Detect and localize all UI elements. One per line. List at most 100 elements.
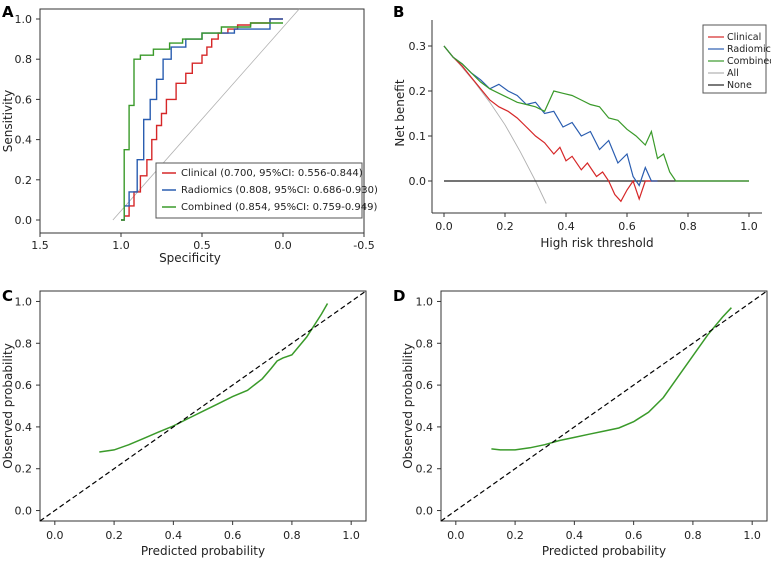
calibration-c-x-tick-label: 0.2	[105, 529, 123, 542]
dca-x-ticks: 0.0 0.2 0.4 0.6 0.8 1.0	[435, 213, 758, 233]
dca-legend-box	[702, 24, 767, 94]
calibration-c-y-tick-label: 1.0	[15, 295, 33, 308]
roc-y-tick-label: 0.0	[15, 214, 33, 227]
dca-x-tick-label: 0.2	[496, 220, 514, 233]
roc-y-tick-label: 0.8	[15, 53, 33, 66]
dca-y-ticks: 0.0 0.1 0.2 0.3	[409, 40, 432, 188]
dca-curves	[443, 45, 749, 204]
calibration-c-calibration-line	[99, 303, 329, 453]
calibration-d-y-tick-label: 0.6	[416, 379, 434, 392]
calibration-d-x-ticks: 0.0 0.2 0.4 0.6 0.8 1.0	[447, 521, 761, 542]
calibration-c-y-tick-label: 0.4	[15, 421, 33, 434]
calibration-d-plot-frame	[440, 290, 768, 522]
calibration-d-x-tick-label: 0.0	[447, 529, 465, 542]
roc-panel: 1.5 1.0 0.5 0.0 -0.5 0.0 0.2 0.4 0.6 0.8 1.0 Spec…	[1, 8, 378, 265]
dca-legend-all: All	[727, 68, 739, 79]
roc-x-axis-label: Specificity	[159, 251, 221, 265]
roc-curve-combined	[121, 22, 283, 221]
dca-legend-none: None	[727, 80, 752, 91]
roc-x-tick-label: 0.0	[274, 239, 292, 252]
dca-x-tick-label: 0.6	[618, 220, 636, 233]
dca-curve-all	[443, 45, 547, 204]
calibration-c-x-tick-label: 1.0	[342, 529, 360, 542]
roc-y-tick-label: 0.6	[15, 93, 33, 106]
roc-x-tick-label: 1.5	[31, 239, 49, 252]
calibration-d-calibration-line	[491, 307, 732, 451]
dca-legend-clinical: Clinical	[727, 32, 761, 43]
dca-x-tick-label: 1.0	[740, 220, 758, 233]
calibration-c-x-tick-label: 0.4	[165, 529, 183, 542]
panel-label-b: B	[393, 3, 404, 21]
calibration-c-y-ticks: 0.0 0.2 0.4 0.6 0.8 1.0	[15, 295, 40, 518]
dca-y-tick-label: 0.1	[409, 130, 427, 143]
roc-x-tick-label: 1.0	[112, 239, 130, 252]
calibration-d-curves	[440, 290, 768, 522]
dca-panel: 0.0 0.2 0.4 0.6 0.8 1.0 0.0 0.1 0.2 0.3 High ris…	[393, 20, 771, 250]
dca-y-tick-label: 0.3	[409, 40, 427, 53]
calibration-c-y-tick-label: 0.8	[15, 337, 33, 350]
calibration-d-y-tick-label: 0.8	[416, 337, 434, 350]
calibration-c-y-axis-label: Observed probability	[1, 343, 15, 469]
dca-curve-radiomics	[443, 45, 658, 187]
roc-y-tick-label: 0.4	[15, 134, 33, 147]
dca-x-tick-label: 0.4	[557, 220, 575, 233]
calibration-d-y-tick-label: 0.4	[416, 421, 434, 434]
calibration-c-x-tick-label: 0.6	[224, 529, 242, 542]
dca-x-tick-label: 0.8	[679, 220, 697, 233]
calibration-d-x-axis-label: Predicted probability	[542, 544, 666, 558]
calibration-d-x-tick-label: 0.6	[625, 529, 643, 542]
calibration-d-x-tick-label: 0.8	[684, 529, 702, 542]
calibration-d-y-axis-label: Observed probability	[401, 343, 415, 469]
roc-legend: Clinical (0.700, 95%CI: 0.556-0.844) Rad…	[155, 162, 378, 219]
calibration-d-y-ticks: 0.0 0.2 0.4 0.6 0.8 1.0	[416, 295, 441, 518]
dca-x-axis-label: High risk threshold	[540, 236, 653, 250]
calibration-c-y-tick-label: 0.2	[15, 463, 33, 476]
calibration-d-ideal-line	[440, 290, 768, 522]
calibration-d-y-tick-label: 1.0	[416, 295, 434, 308]
calibration-d-x-tick-label: 0.2	[506, 529, 524, 542]
dca-y-tick-label: 0.0	[409, 175, 427, 188]
calibration-c-y-tick-label: 0.0	[15, 505, 33, 518]
roc-y-axis-label: Sensitivity	[1, 90, 15, 152]
calibration-c-x-axis-label: Predicted probability	[141, 544, 265, 558]
roc-legend-clinical: Clinical (0.700, 95%CI: 0.556-0.844)	[181, 168, 363, 179]
roc-y-ticks: 0.0 0.2 0.4 0.6 0.8 1.0	[15, 13, 40, 227]
calibration-d-x-tick-label: 1.0	[743, 529, 761, 542]
calibration-c-ideal-line	[39, 290, 367, 522]
dca-curve-combined	[443, 45, 749, 182]
roc-curve-radiomics	[121, 18, 283, 221]
calibration-d-y-tick-label: 0.0	[416, 505, 434, 518]
roc-curve-clinical	[121, 18, 283, 221]
panel-label-a: A	[2, 3, 14, 21]
roc-x-tick-label: -0.5	[353, 239, 374, 252]
dca-x-tick-label: 0.0	[435, 220, 453, 233]
roc-legend-radiomics: Radiomics (0.808, 95%CI: 0.686-0.930)	[181, 185, 378, 196]
calibration-c-x-ticks: 0.0 0.2 0.4 0.6 0.8 1.0	[46, 521, 360, 542]
calibration-c-curves	[39, 290, 367, 522]
dca-y-tick-label: 0.2	[409, 85, 427, 98]
roc-reference-diagonal	[112, 8, 300, 221]
roc-legend-box	[155, 162, 363, 219]
roc-x-ticks: 1.5 1.0 0.5 0.0 -0.5	[31, 233, 375, 252]
dca-y-axis-label: Net benefit	[393, 79, 407, 146]
calibration-c-x-tick-label: 0.0	[46, 529, 64, 542]
panel-label-d: D	[393, 287, 405, 305]
calibration-panel-d: 0.0 0.2 0.4 0.6 0.8 1.0 0.0 0.2 0.4 0.6 0.8 1.0 Pr…	[401, 290, 768, 558]
calibration-c-y-tick-label: 0.6	[15, 379, 33, 392]
roc-reference-layer	[112, 8, 300, 221]
calibration-c-plot-frame	[39, 290, 367, 522]
dca-legend-radiomics: Radiomics	[727, 44, 771, 55]
panel-label-c: C	[2, 287, 13, 305]
dca-legend: Clinical Radiomics Combined All None	[702, 24, 771, 94]
roc-curves	[121, 18, 283, 221]
dca-legend-combined: Combined	[727, 56, 771, 67]
roc-legend-combined: Combined (0.854, 95%CI: 0.759-0.949)	[181, 202, 377, 213]
roc-y-tick-label: 1.0	[15, 13, 33, 26]
roc-y-tick-label: 0.2	[15, 174, 33, 187]
calibration-panel-c: 0.0 0.2 0.4 0.6 0.8 1.0 0.0 0.2 0.4 0.6 0.8 1.0 Pr…	[1, 290, 367, 558]
dca-curve-clinical	[443, 45, 658, 203]
roc-x-tick-label: 0.5	[193, 239, 211, 252]
calibration-d-x-tick-label: 0.4	[566, 529, 584, 542]
calibration-c-x-tick-label: 0.8	[283, 529, 301, 542]
